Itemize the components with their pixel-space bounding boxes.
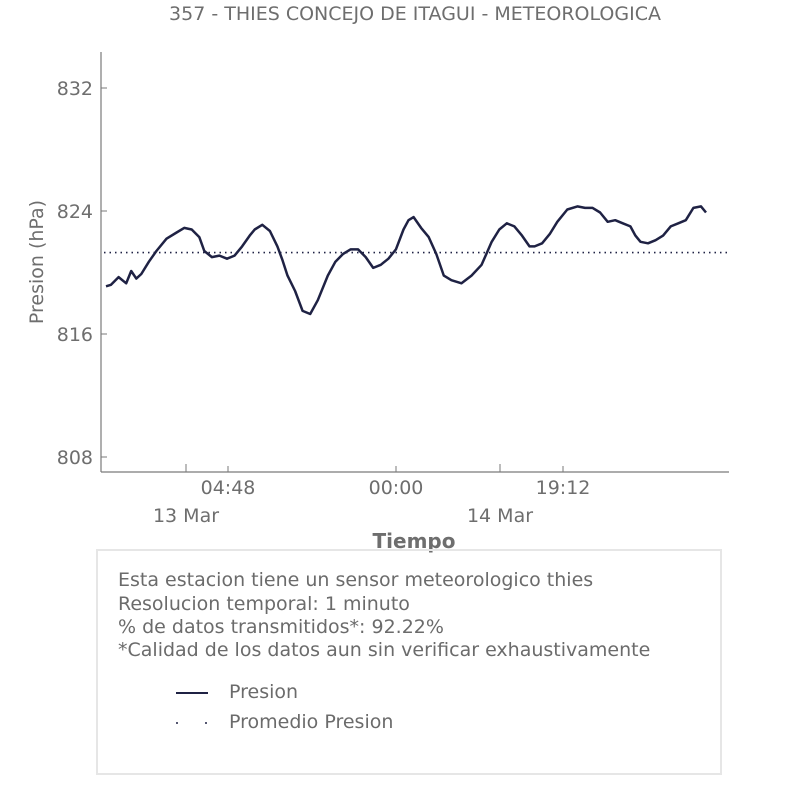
chart-axes — [100, 52, 729, 473]
x-tick-time-label: 04:48 — [201, 477, 256, 499]
legend-presion-swatch — [176, 692, 208, 694]
y-tick-label: 824 — [57, 201, 93, 223]
series-presion-line — [105, 205, 707, 316]
info-line-resolution: Resolucion temporal: 1 minuto — [118, 593, 410, 615]
chart-title: 357 - THIES CONCEJO DE ITAGUI - METEOROL… — [169, 3, 661, 25]
info-legend-box: Esta estacion tiene un sensor meteorolog… — [96, 549, 722, 775]
legend-promedio-swatch — [176, 722, 208, 726]
x-tick-date-label: 13 Mar — [153, 505, 219, 527]
y-tick-label: 808 — [57, 447, 93, 469]
chart-ticks: 832 824 816 808 04:48 00:00 19:12 13 Mar 14 Mar — [57, 78, 591, 527]
info-line-transmitted: % de datos transmitidos*: 92.22% — [118, 616, 444, 638]
y-axis-label: Presion (hPa) — [26, 199, 48, 325]
x-tick-date-label: 14 Mar — [467, 505, 533, 527]
x-tick-time-label: 00:00 — [369, 477, 424, 499]
chart-series — [104, 205, 729, 316]
y-tick-label: 832 — [57, 78, 93, 100]
info-line-quality: *Calidad de los datos aun sin verificar … — [118, 639, 651, 661]
legend-presion-label: Presion — [229, 681, 299, 703]
x-tick-time-label: 19:12 — [536, 477, 591, 499]
y-tick-label: 816 — [57, 324, 93, 346]
legend-promedio-label: Promedio Presion — [229, 711, 394, 733]
info-line-sensor: Esta estacion tiene un sensor meteorolog… — [118, 569, 594, 591]
